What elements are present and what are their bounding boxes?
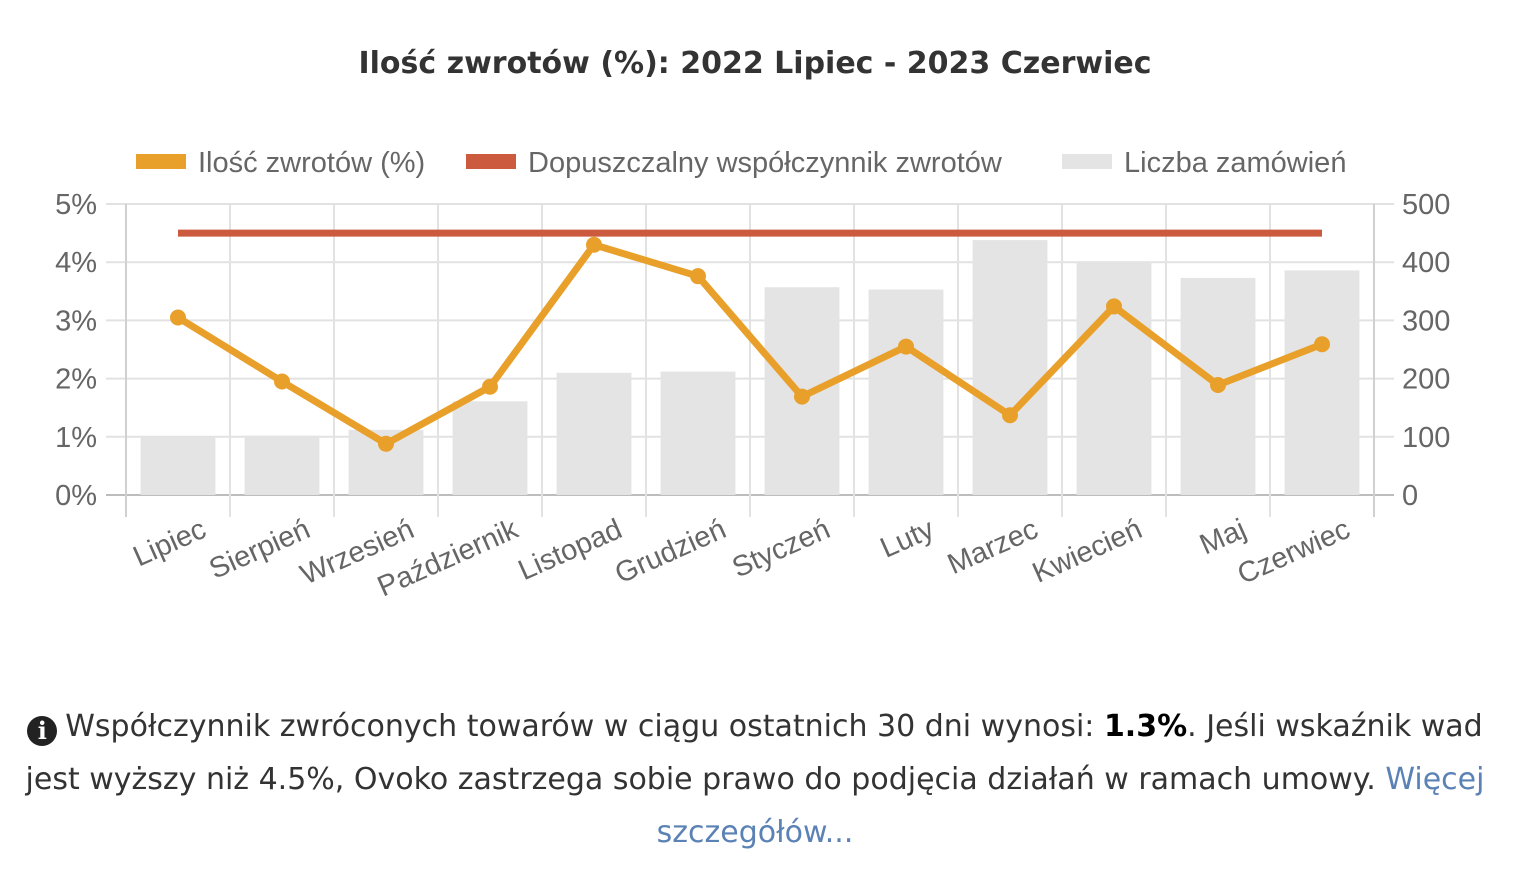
return-rate-point (586, 236, 602, 253)
bar-orders (140, 436, 216, 495)
y-left-tick-label: 0% (55, 480, 97, 512)
bar-orders (660, 371, 736, 495)
returns-chart: Ilość zwrotów (%) Dopuszczalny współczynn… (55, 147, 1450, 603)
y-right-tick-label: 400 (1402, 247, 1450, 279)
bar-orders (1284, 270, 1360, 495)
bar-series (140, 240, 1360, 495)
chart-title: Ilość zwrotów (%): 2022 Lipiec - 2023 Cz… (358, 46, 1152, 81)
return-rate-point (274, 373, 290, 390)
bar-orders (452, 401, 528, 495)
bar-orders (556, 372, 632, 495)
x-tick-label: Kwiecień (1028, 513, 1147, 589)
y-right-tick-label: 100 (1402, 422, 1450, 454)
x-tick-label: Luty (876, 513, 940, 565)
x-tick-label: Grudzień (610, 513, 731, 590)
info-text-before: Współczynnik zwróconych towarów w ciągu … (65, 709, 1104, 744)
x-tick-label: Styczeń (728, 513, 835, 584)
return-rate-point (690, 268, 706, 285)
return-rate-point (794, 388, 810, 405)
x-tick-label: Lipiec (129, 513, 211, 573)
y-right-tick-label: 500 (1402, 189, 1450, 221)
info-note: i Współczynnik zwróconych towarów w ciągu… (10, 700, 1500, 859)
chart-legend: Ilość zwrotów (%) Dopuszczalny współczynn… (136, 147, 1346, 179)
y-right-tick-label: 0 (1402, 480, 1418, 512)
x-tick-label: Sierpień (205, 513, 315, 586)
bar-orders (1076, 262, 1152, 495)
return-rate-point (898, 338, 914, 355)
legend-label: Ilość zwrotów (%) (198, 147, 425, 179)
y-right-tick-label: 300 (1402, 305, 1450, 337)
return-rate-point (1106, 298, 1122, 315)
x-tick-label: Marzec (943, 513, 1043, 581)
return-rate-value: 1.3% (1103, 709, 1188, 744)
x-tick-label: Czerwiec (1233, 513, 1355, 591)
y-left-tick-label: 2% (55, 364, 97, 396)
return-rate-point (1002, 407, 1018, 424)
y-left-tick-label: 1% (55, 422, 97, 454)
return-rate-point (170, 309, 186, 326)
return-rate-point (482, 378, 498, 395)
y-left-tick-label: 5% (55, 189, 97, 221)
more-details-link[interactable]: Więcej szczegółów... (656, 762, 1485, 850)
info-text-after: . Jeśli wskaźnik wad jest wyższy niż 4.5… (25, 709, 1483, 797)
bar-orders (972, 240, 1048, 495)
return-rate-line (176, 241, 1324, 448)
legend-swatch (466, 154, 516, 169)
x-tick-label: Listopad (514, 513, 627, 587)
y-right-tick-label: 200 (1402, 364, 1450, 396)
legend-label: Liczba zamówień (1124, 147, 1346, 179)
y-left-tick-label: 4% (55, 247, 97, 279)
info-icon: i (27, 716, 58, 746)
return-rate-point (1210, 377, 1226, 394)
line-series (170, 229, 1330, 452)
legend-swatch (1062, 154, 1112, 169)
x-tick-label: Maj (1195, 513, 1251, 561)
return-rate-point (1314, 336, 1330, 353)
legend-label: Dopuszczalny współczynnik zwrotów (528, 147, 1003, 179)
bar-orders (868, 289, 944, 495)
legend-swatch (136, 154, 186, 169)
bar-orders (244, 435, 320, 495)
y-left-tick-label: 3% (55, 305, 97, 337)
return-rate-point (378, 435, 394, 452)
